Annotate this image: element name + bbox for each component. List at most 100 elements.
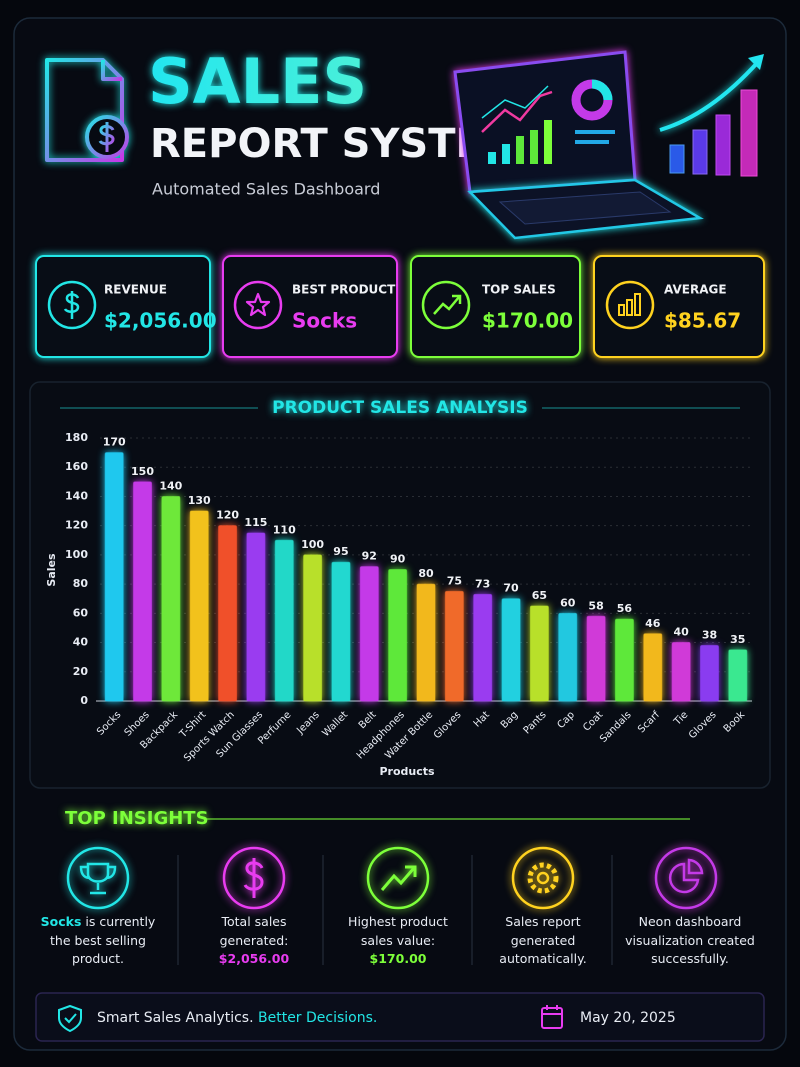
kpi-value: Socks: [292, 309, 357, 333]
bar: [643, 633, 663, 702]
subtitle: Automated Sales Dashboard: [152, 180, 380, 199]
kpi-value: $2,056.00: [104, 309, 217, 333]
bar: [303, 554, 323, 702]
title: SALES: [148, 45, 367, 118]
bar: [671, 642, 691, 702]
value-label: 92: [362, 550, 377, 563]
shield-icon: [58, 1004, 82, 1033]
dollar-icon: [222, 846, 286, 910]
value-label: 115: [244, 516, 267, 529]
insight-text: is currently the best selling product.: [50, 914, 156, 966]
insight-highlight: $170.00: [369, 951, 427, 966]
kpi-top-sales: TOP SALES $170.00: [410, 255, 581, 358]
kpi-best-product: BEST PRODUCT Socks: [222, 255, 398, 358]
insight: Socks is currently the best selling prod…: [32, 913, 164, 969]
insight: Highest product sales value: $170.00: [332, 913, 464, 969]
y-tick-label: 140: [65, 489, 88, 502]
chart-title: PRODUCT SALES ANALYSIS: [272, 398, 528, 418]
bar: [473, 593, 493, 702]
gear-icon: [511, 846, 575, 910]
y-tick-label: 160: [65, 460, 88, 473]
kpi-label: BEST PRODUCT: [292, 283, 396, 297]
value-label: 38: [702, 628, 717, 641]
value-label: 46: [645, 617, 661, 630]
kpi-revenue: REVENUE $2,056.00: [35, 255, 217, 358]
bar: [501, 598, 521, 702]
insight: Neon dashboard visualization created suc…: [622, 913, 758, 969]
value-label: 60: [560, 596, 576, 609]
value-label: 35: [730, 633, 745, 646]
separators: [177, 855, 613, 965]
bar: [331, 561, 351, 702]
value-label: 150: [131, 465, 154, 478]
footer-text: Smart Sales Analytics. Better Decisions.: [97, 1010, 377, 1026]
date: May 20, 2025: [580, 1010, 676, 1026]
value-label: 40: [673, 626, 689, 639]
bar: [133, 481, 153, 702]
value-label: 73: [475, 577, 490, 590]
value-label: 58: [588, 599, 603, 612]
insight-text: Sales report generated automatically.: [499, 914, 587, 966]
value-label: 140: [159, 479, 182, 492]
kpi-value: $170.00: [482, 309, 573, 333]
insights-title: TOP INSIGHTS: [65, 808, 209, 829]
bar: [161, 495, 181, 702]
bar: [699, 644, 719, 702]
insight-icons: [66, 846, 718, 910]
y-tick-label: 20: [73, 665, 89, 678]
value-label: 130: [188, 494, 211, 507]
y-tick-label: 40: [73, 636, 89, 649]
insight-text: Highest product sales value:: [348, 914, 448, 948]
bar: [529, 605, 549, 702]
bar: [246, 532, 266, 702]
pie-icon: [654, 846, 718, 910]
bar: [586, 615, 606, 702]
footer-bar: [35, 992, 765, 1042]
value-label: 65: [532, 589, 547, 602]
kpi-value: $85.67: [664, 309, 741, 333]
value-label: 100: [301, 538, 324, 551]
insight-highlight: Socks: [40, 914, 82, 929]
value-label: 56: [617, 602, 633, 615]
bar: [558, 612, 578, 702]
bar: [444, 590, 464, 702]
y-tick-label: 120: [65, 519, 88, 532]
bar: [416, 583, 436, 702]
trophy-icon: [66, 846, 130, 910]
value-label: 170: [103, 436, 126, 449]
insight-text: Total sales generated:: [219, 914, 289, 948]
bar: [728, 649, 748, 702]
insight-text: Neon dashboard visualization created suc…: [625, 914, 755, 966]
tagline-highlight: Better Decisions.: [258, 1010, 377, 1026]
y-tick-label: 80: [73, 577, 89, 590]
value-label: 80: [418, 567, 434, 580]
bar: [388, 569, 408, 702]
y-tick-label: 0: [80, 694, 88, 707]
bar: [614, 618, 634, 702]
value-label: 70: [503, 582, 519, 595]
trend-icon: [366, 846, 430, 910]
bar: [218, 525, 238, 702]
y-tick-label: 180: [65, 431, 88, 444]
kpi-label: REVENUE: [104, 283, 167, 297]
laptop-illustration: [453, 50, 764, 240]
title-line-2: REPORT SYSTEM: [150, 121, 523, 167]
bar: [104, 452, 124, 702]
tagline: Smart Sales Analytics.: [97, 1010, 254, 1026]
value-label: 95: [333, 545, 348, 558]
calendar-icon: [541, 1005, 563, 1029]
value-label: 90: [390, 553, 406, 566]
bar: [189, 510, 209, 702]
value-label: 120: [216, 509, 239, 522]
y-tick-label: 60: [73, 606, 89, 619]
y-tick-label: 100: [65, 548, 88, 561]
bar: [274, 539, 294, 702]
x-axis-label: Products: [379, 765, 435, 778]
insight-highlight: $2,056.00: [218, 951, 290, 966]
insight: Sales report generated automatically.: [482, 913, 604, 969]
kpi-label: TOP SALES: [482, 283, 556, 297]
kpi-average: AVERAGE $85.67: [593, 255, 765, 358]
document-icon: [45, 58, 129, 162]
